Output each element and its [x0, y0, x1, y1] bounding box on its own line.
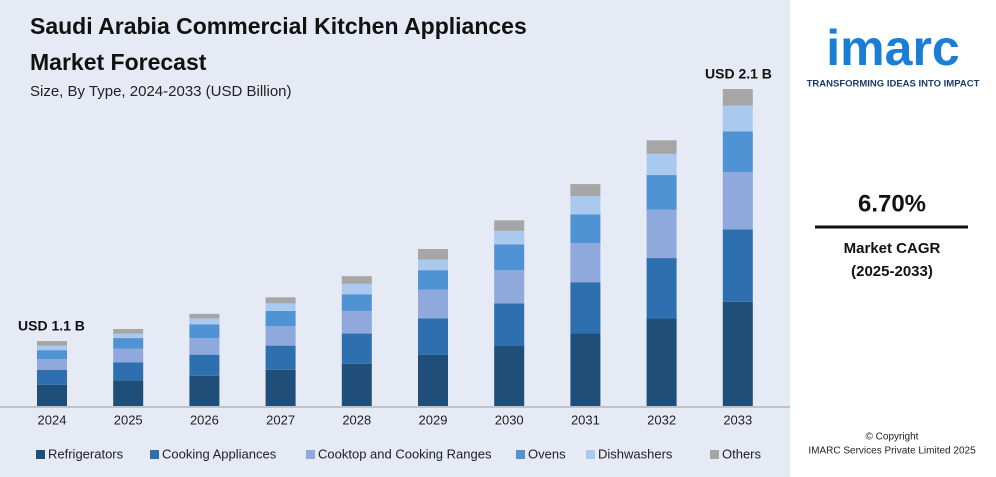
chart-title: Market Forecast [30, 49, 207, 75]
bar-segment [113, 338, 144, 349]
x-tick-label: 2026 [190, 412, 219, 427]
x-tick-label: 2033 [723, 412, 752, 427]
bar-segment [570, 196, 601, 215]
copyright: © Copyright [866, 432, 919, 443]
bar-segment [646, 209, 677, 259]
bar-segment [265, 345, 296, 370]
bar-segment [265, 310, 296, 326]
bar-segment [37, 359, 67, 370]
x-tick-label: 2024 [38, 412, 67, 427]
bar-segment [494, 303, 525, 346]
logo: imarc [826, 20, 959, 76]
bar-segment [570, 184, 601, 197]
bar-segment [189, 375, 220, 406]
bar-segment [646, 140, 677, 154]
chart-title: Saudi Arabia Commercial Kitchen Applianc… [30, 13, 527, 39]
bar-segment [494, 345, 525, 406]
bar-segment [722, 172, 753, 230]
legend-swatch [586, 450, 595, 459]
bar-segment [113, 329, 144, 334]
legend-label: Refrigerators [48, 446, 124, 461]
bar-segment [570, 333, 601, 406]
bar-segment [189, 313, 220, 319]
bar-segment [265, 303, 296, 311]
bar-segment [646, 153, 677, 176]
bar-segment [722, 89, 753, 106]
legend-label: Dishwashers [598, 446, 673, 461]
bar-segment [418, 354, 448, 406]
legend-swatch [710, 450, 719, 459]
bar-segment [341, 363, 372, 406]
x-tick-label: 2032 [647, 412, 676, 427]
bar-segment [37, 345, 67, 351]
legend-label: Others [722, 446, 762, 461]
bar-segment [646, 175, 677, 210]
bar-segment [722, 131, 753, 173]
bar-segment [418, 289, 448, 319]
cagr-label: Market CAGR [844, 240, 941, 257]
bar-segment [494, 230, 525, 245]
bar-segment [265, 297, 296, 304]
bar-segment [722, 105, 753, 132]
chart-subtitle: Size, By Type, 2024-2033 (USD Billion) [30, 83, 292, 100]
bar-segment [418, 318, 448, 355]
x-tick-label: 2031 [571, 412, 600, 427]
bar-segment [113, 333, 144, 339]
bar-segment [418, 259, 448, 271]
bar-segment [265, 369, 296, 406]
bar-segment [37, 341, 67, 346]
bar-segment [418, 249, 448, 260]
bar-segment [494, 244, 525, 271]
bar-segment [37, 350, 67, 360]
copyright: IMARC Services Private Limited 2025 [808, 446, 976, 457]
bar-segment [189, 318, 220, 325]
x-tick-label: 2028 [342, 412, 371, 427]
x-tick-label: 2030 [495, 412, 524, 427]
bar-segment [341, 333, 372, 364]
tagline: TRANSFORMING IDEAS INTO IMPACT [807, 79, 980, 90]
bar-segment [113, 362, 144, 381]
cagr-period: (2025-2033) [851, 263, 933, 280]
bar-segment [189, 338, 220, 355]
x-tick-label: 2029 [419, 412, 448, 427]
annotation: USD 2.1 B [705, 66, 772, 82]
bar-segment [570, 242, 601, 283]
bar-segment [37, 384, 67, 406]
legend-swatch [150, 450, 159, 459]
x-tick-label: 2027 [266, 412, 295, 427]
sidebar-background [790, 0, 996, 477]
bar-segment [722, 301, 753, 406]
bar-segment [341, 310, 372, 334]
bar-segment [341, 294, 372, 311]
legend-label: Cooktop and Cooking Ranges [318, 446, 492, 461]
bar-segment [37, 369, 67, 385]
legend-label: Ovens [528, 446, 566, 461]
bar-segment [570, 214, 601, 243]
bar-segment [570, 282, 601, 334]
bar-segment [341, 283, 372, 295]
bar-segment [113, 380, 144, 406]
bar-segment [113, 348, 144, 363]
cagr-value: 6.70% [858, 190, 926, 217]
annotation: USD 1.1 B [18, 318, 85, 334]
bar-segment [494, 220, 525, 231]
bar-segment [265, 325, 296, 346]
bar-segment [646, 318, 677, 406]
bar-segment [494, 270, 525, 304]
x-tick-label: 2025 [114, 412, 143, 427]
bar-segment [341, 276, 372, 284]
legend-swatch [516, 450, 525, 459]
bar-segment [189, 354, 220, 376]
bar-segment [418, 270, 448, 290]
bar-segment [189, 324, 220, 339]
legend-swatch [306, 450, 315, 459]
bar-segment [722, 229, 753, 302]
legend-swatch [36, 450, 45, 459]
bar-segment [646, 258, 677, 319]
legend-label: Cooking Appliances [162, 446, 277, 461]
